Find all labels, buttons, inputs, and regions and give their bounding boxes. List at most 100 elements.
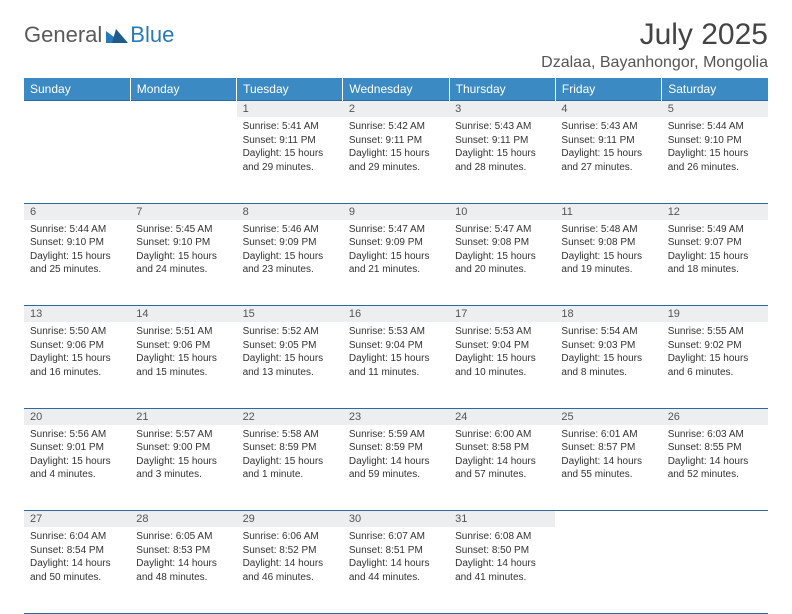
sunset-line: Sunset: 9:10 PM xyxy=(30,236,124,250)
sunrise-line: Sunrise: 5:52 AM xyxy=(243,325,337,339)
day-cell: Sunrise: 6:06 AMSunset: 8:52 PMDaylight:… xyxy=(237,527,343,613)
sunrise-line: Sunrise: 5:53 AM xyxy=(455,325,549,339)
weekday-header: Tuesday xyxy=(237,78,343,101)
daylight-line: Daylight: 15 hours and 6 minutes. xyxy=(668,352,762,379)
daylight-line: Daylight: 15 hours and 10 minutes. xyxy=(455,352,549,379)
sunrise-line: Sunrise: 6:03 AM xyxy=(668,428,762,442)
day-number: 26 xyxy=(662,408,768,425)
sunrise-line: Sunrise: 6:04 AM xyxy=(30,530,124,544)
day-number: 22 xyxy=(237,408,343,425)
day-number: 18 xyxy=(555,306,661,323)
sunset-line: Sunset: 8:57 PM xyxy=(561,441,655,455)
sunrise-line: Sunrise: 5:50 AM xyxy=(30,325,124,339)
weekday-header: Monday xyxy=(130,78,236,101)
day-number: 10 xyxy=(449,203,555,220)
sunrise-line: Sunrise: 6:06 AM xyxy=(243,530,337,544)
daylight-line: Daylight: 15 hours and 29 minutes. xyxy=(349,147,443,174)
day-number: 15 xyxy=(237,306,343,323)
daylight-line: Daylight: 15 hours and 24 minutes. xyxy=(136,250,230,277)
daylight-line: Daylight: 15 hours and 26 minutes. xyxy=(668,147,762,174)
daylight-line: Daylight: 15 hours and 28 minutes. xyxy=(455,147,549,174)
day-cell: Sunrise: 5:44 AMSunset: 9:10 PMDaylight:… xyxy=(24,220,130,306)
sunrise-line: Sunrise: 5:44 AM xyxy=(30,223,124,237)
weekday-header-row: SundayMondayTuesdayWednesdayThursdayFrid… xyxy=(24,78,768,101)
day-number: 31 xyxy=(449,511,555,528)
day-number: 17 xyxy=(449,306,555,323)
day-cell: Sunrise: 5:51 AMSunset: 9:06 PMDaylight:… xyxy=(130,322,236,408)
sunset-line: Sunset: 8:59 PM xyxy=(349,441,443,455)
day-cell: Sunrise: 5:43 AMSunset: 9:11 PMDaylight:… xyxy=(449,117,555,203)
daylight-line: Daylight: 15 hours and 13 minutes. xyxy=(243,352,337,379)
day-cell: Sunrise: 5:52 AMSunset: 9:05 PMDaylight:… xyxy=(237,322,343,408)
sunrise-line: Sunrise: 5:46 AM xyxy=(243,223,337,237)
sunset-line: Sunset: 9:09 PM xyxy=(243,236,337,250)
daylight-line: Daylight: 15 hours and 20 minutes. xyxy=(455,250,549,277)
sunrise-line: Sunrise: 6:00 AM xyxy=(455,428,549,442)
day-cell: Sunrise: 5:53 AMSunset: 9:04 PMDaylight:… xyxy=(343,322,449,408)
day-cell: Sunrise: 5:55 AMSunset: 9:02 PMDaylight:… xyxy=(662,322,768,408)
day-cell: Sunrise: 5:57 AMSunset: 9:00 PMDaylight:… xyxy=(130,425,236,511)
sunset-line: Sunset: 8:50 PM xyxy=(455,544,549,558)
day-cell: Sunrise: 5:56 AMSunset: 9:01 PMDaylight:… xyxy=(24,425,130,511)
daylight-line: Daylight: 14 hours and 55 minutes. xyxy=(561,455,655,482)
logo-text-2: Blue xyxy=(130,22,174,48)
sunrise-line: Sunrise: 6:05 AM xyxy=(136,530,230,544)
day-number: 21 xyxy=(130,408,236,425)
sunrise-line: Sunrise: 5:47 AM xyxy=(349,223,443,237)
daylight-line: Daylight: 15 hours and 29 minutes. xyxy=(243,147,337,174)
daylight-line: Daylight: 15 hours and 8 minutes. xyxy=(561,352,655,379)
day-number: 19 xyxy=(662,306,768,323)
sunset-line: Sunset: 9:06 PM xyxy=(136,339,230,353)
sunset-line: Sunset: 8:58 PM xyxy=(455,441,549,455)
day-number: 30 xyxy=(343,511,449,528)
sunset-line: Sunset: 9:02 PM xyxy=(668,339,762,353)
daylight-line: Daylight: 14 hours and 57 minutes. xyxy=(455,455,549,482)
daylight-line: Daylight: 14 hours and 48 minutes. xyxy=(136,557,230,584)
day-number: 25 xyxy=(555,408,661,425)
sunrise-line: Sunrise: 5:48 AM xyxy=(561,223,655,237)
weekday-header: Thursday xyxy=(449,78,555,101)
daylight-line: Daylight: 14 hours and 59 minutes. xyxy=(349,455,443,482)
sunrise-line: Sunrise: 5:44 AM xyxy=(668,120,762,134)
day-content-row: Sunrise: 5:41 AMSunset: 9:11 PMDaylight:… xyxy=(24,117,768,203)
day-number: 3 xyxy=(449,101,555,118)
sunrise-line: Sunrise: 6:07 AM xyxy=(349,530,443,544)
day-cell: Sunrise: 6:01 AMSunset: 8:57 PMDaylight:… xyxy=(555,425,661,511)
day-cell: Sunrise: 5:45 AMSunset: 9:10 PMDaylight:… xyxy=(130,220,236,306)
day-number: 16 xyxy=(343,306,449,323)
sunset-line: Sunset: 9:10 PM xyxy=(136,236,230,250)
sunset-line: Sunset: 9:04 PM xyxy=(349,339,443,353)
day-cell: Sunrise: 5:49 AMSunset: 9:07 PMDaylight:… xyxy=(662,220,768,306)
empty-cell xyxy=(662,527,768,613)
daylight-line: Daylight: 15 hours and 23 minutes. xyxy=(243,250,337,277)
sunset-line: Sunset: 9:05 PM xyxy=(243,339,337,353)
day-number: 12 xyxy=(662,203,768,220)
sunset-line: Sunset: 8:55 PM xyxy=(668,441,762,455)
daylight-line: Daylight: 15 hours and 4 minutes. xyxy=(30,455,124,482)
daylight-line: Daylight: 15 hours and 16 minutes. xyxy=(30,352,124,379)
day-cell: Sunrise: 6:08 AMSunset: 8:50 PMDaylight:… xyxy=(449,527,555,613)
sunset-line: Sunset: 8:53 PM xyxy=(136,544,230,558)
day-cell: Sunrise: 5:48 AMSunset: 9:08 PMDaylight:… xyxy=(555,220,661,306)
sunrise-line: Sunrise: 5:56 AM xyxy=(30,428,124,442)
day-number: 13 xyxy=(24,306,130,323)
day-cell: Sunrise: 6:05 AMSunset: 8:53 PMDaylight:… xyxy=(130,527,236,613)
day-number: 24 xyxy=(449,408,555,425)
daylight-line: Daylight: 15 hours and 18 minutes. xyxy=(668,250,762,277)
day-cell: Sunrise: 6:00 AMSunset: 8:58 PMDaylight:… xyxy=(449,425,555,511)
day-cell: Sunrise: 5:43 AMSunset: 9:11 PMDaylight:… xyxy=(555,117,661,203)
day-number-row: 2728293031 xyxy=(24,511,768,528)
header: General Blue July 2025 Dzalaa, Bayanhong… xyxy=(24,18,768,72)
sunset-line: Sunset: 9:11 PM xyxy=(243,134,337,148)
day-number: 6 xyxy=(24,203,130,220)
empty-cell xyxy=(662,511,768,528)
day-cell: Sunrise: 5:47 AMSunset: 9:08 PMDaylight:… xyxy=(449,220,555,306)
location: Dzalaa, Bayanhongor, Mongolia xyxy=(541,54,768,72)
day-number: 2 xyxy=(343,101,449,118)
sunset-line: Sunset: 9:08 PM xyxy=(455,236,549,250)
sunset-line: Sunset: 9:07 PM xyxy=(668,236,762,250)
sunset-line: Sunset: 8:59 PM xyxy=(243,441,337,455)
sunset-line: Sunset: 9:09 PM xyxy=(349,236,443,250)
month-title: July 2025 xyxy=(541,18,768,52)
daylight-line: Daylight: 14 hours and 50 minutes. xyxy=(30,557,124,584)
